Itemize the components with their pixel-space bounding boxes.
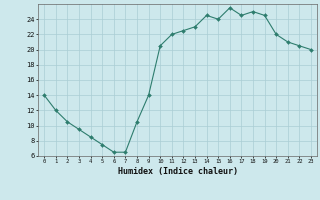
X-axis label: Humidex (Indice chaleur): Humidex (Indice chaleur)	[118, 167, 238, 176]
